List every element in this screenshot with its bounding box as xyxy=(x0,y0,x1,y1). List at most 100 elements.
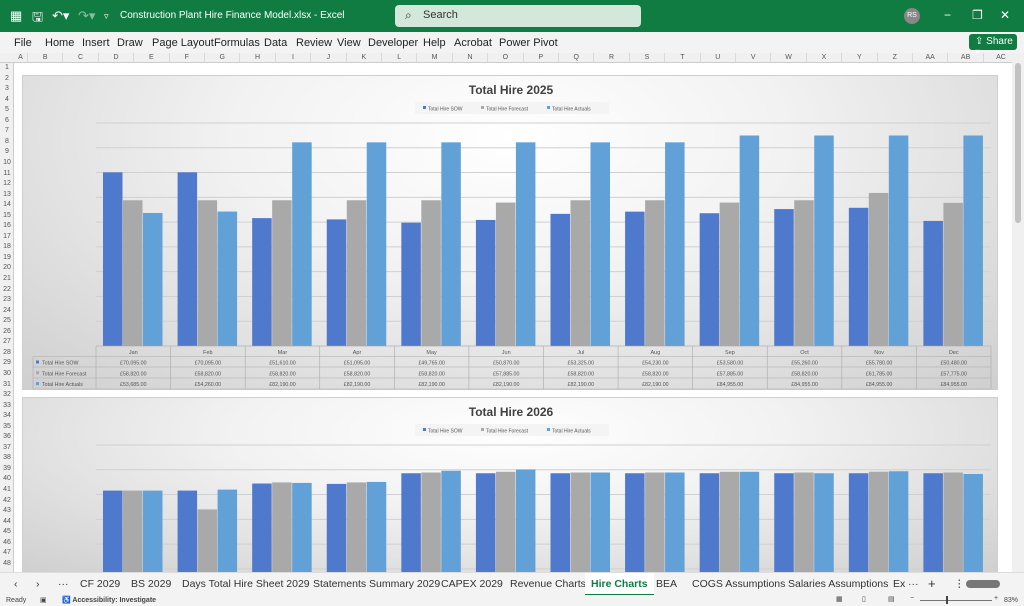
chart-total-hire-2026[interactable]: Total Hire 2026 Total Hire SOW Total Hire … xyxy=(22,397,998,572)
tab-capex-2029[interactable]: CAPEX 2029 xyxy=(441,578,503,590)
column-header[interactable]: C xyxy=(63,53,99,63)
bar-total-hire-sow-mar[interactable] xyxy=(252,218,272,346)
bar-total-hire-actuals-dec[interactable] xyxy=(963,473,983,572)
bar-total-hire-forecast-jan[interactable] xyxy=(123,200,143,346)
column-header[interactable]: Y xyxy=(842,53,878,63)
bar-total-hire-actuals-feb[interactable] xyxy=(217,211,238,346)
tab-bs-2029[interactable]: BS 2029 xyxy=(131,578,172,590)
bar-total-hire-actuals-apr[interactable] xyxy=(366,142,387,346)
bar-total-hire-sow-may[interactable] xyxy=(401,473,421,572)
column-header[interactable]: K xyxy=(347,53,382,63)
menu-acrobat[interactable]: Acrobat xyxy=(454,37,492,49)
bar-total-hire-sow-jul[interactable] xyxy=(550,213,571,346)
menu-insert[interactable]: Insert xyxy=(82,37,110,49)
legend-entry[interactable]: Total Hire SOW xyxy=(428,107,463,113)
row-header[interactable]: 27 xyxy=(3,338,11,346)
close-button[interactable]: ✕ xyxy=(1000,8,1011,22)
row-header[interactable]: 8 xyxy=(5,137,9,145)
bar-total-hire-sow-jul[interactable] xyxy=(550,473,571,572)
column-header[interactable]: H xyxy=(240,53,276,63)
menu-view[interactable]: View xyxy=(337,37,361,49)
scrollbar-thumb[interactable] xyxy=(1015,63,1021,223)
row-header[interactable]: 40 xyxy=(3,475,11,483)
bar-total-hire-forecast-apr[interactable] xyxy=(346,482,367,572)
legend-entry[interactable]: Total Hire Actuals xyxy=(552,107,591,113)
normal-view-icon[interactable]: ▦ xyxy=(836,596,843,603)
row-header[interactable]: 44 xyxy=(3,517,11,525)
minimize-button[interactable]: − xyxy=(944,8,952,22)
column-header[interactable]: O xyxy=(488,53,524,63)
column-header[interactable]: D xyxy=(99,53,135,63)
row-header[interactable]: 20 xyxy=(3,264,11,272)
row-header[interactable]: 9 xyxy=(5,148,9,156)
row-header[interactable]: 6 xyxy=(5,116,9,124)
bar-total-hire-sow-dec[interactable] xyxy=(923,473,943,572)
row-header[interactable]: 48 xyxy=(3,559,11,567)
row-header[interactable]: 42 xyxy=(3,496,11,504)
bar-total-hire-actuals-jan[interactable] xyxy=(143,212,163,346)
row-header[interactable]: 2 xyxy=(5,74,9,82)
bar-total-hire-forecast-jun[interactable] xyxy=(495,471,516,572)
row-header[interactable]: 14 xyxy=(3,201,11,209)
bar-total-hire-sow-feb[interactable] xyxy=(177,490,198,572)
bar-total-hire-forecast-oct[interactable] xyxy=(794,200,814,346)
row-header[interactable]: 22 xyxy=(3,285,11,293)
bar-total-hire-forecast-dec[interactable] xyxy=(943,202,963,346)
bar-total-hire-sow-oct[interactable] xyxy=(774,209,794,346)
bar-total-hire-forecast-nov[interactable] xyxy=(868,192,889,346)
bar-total-hire-sow-dec[interactable] xyxy=(923,220,943,346)
row-header[interactable]: 36 xyxy=(3,433,11,441)
legend-entry[interactable]: Total Hire Forecast xyxy=(486,429,529,435)
bar-total-hire-actuals-jun[interactable] xyxy=(515,469,536,572)
vertical-scrollbar[interactable] xyxy=(1012,53,1024,572)
bar-total-hire-sow-jan[interactable] xyxy=(103,490,123,572)
bar-total-hire-actuals-may[interactable] xyxy=(441,142,461,346)
bar-total-hire-forecast-jul[interactable] xyxy=(570,200,591,346)
menu-home[interactable]: Home xyxy=(45,37,75,49)
column-header[interactable]: F xyxy=(170,53,205,63)
column-header[interactable]: M xyxy=(417,53,453,63)
column-header[interactable]: G xyxy=(205,53,241,63)
bar-total-hire-forecast-jan[interactable] xyxy=(123,490,143,572)
page-break-icon[interactable]: ▤ xyxy=(888,596,895,603)
bar-total-hire-sow-may[interactable] xyxy=(401,222,421,346)
share-button[interactable]: ⇪ Share ▾ xyxy=(969,34,1017,58)
row-header[interactable]: 3 xyxy=(5,85,9,93)
column-header[interactable]: N xyxy=(453,53,489,63)
column-header[interactable]: T xyxy=(665,53,701,63)
bar-total-hire-actuals-oct[interactable] xyxy=(814,473,834,572)
row-header[interactable]: 10 xyxy=(3,158,11,166)
row-header[interactable]: 12 xyxy=(3,180,11,188)
menu-draw[interactable]: Draw xyxy=(117,37,143,49)
column-header[interactable]: U xyxy=(701,53,736,63)
bar-total-hire-actuals-sep[interactable] xyxy=(739,471,760,572)
bar-total-hire-forecast-feb[interactable] xyxy=(197,200,218,346)
row-header[interactable]: 18 xyxy=(3,243,11,251)
column-header[interactable]: W xyxy=(771,53,807,63)
row-header[interactable]: 17 xyxy=(3,232,11,240)
row-header[interactable]: 31 xyxy=(3,380,11,388)
tab-hire-charts[interactable]: Hire Charts xyxy=(585,573,654,596)
column-header[interactable]: Q xyxy=(559,53,595,63)
bar-total-hire-actuals-jul[interactable] xyxy=(590,472,611,572)
bar-total-hire-actuals-jan[interactable] xyxy=(143,490,163,572)
bar-total-hire-forecast-oct[interactable] xyxy=(794,472,814,572)
bar-total-hire-sow-nov[interactable] xyxy=(848,207,869,346)
restore-button[interactable]: ❐ xyxy=(972,8,983,22)
bar-total-hire-sow-apr[interactable] xyxy=(326,219,347,346)
menu-developer[interactable]: Developer xyxy=(368,37,419,49)
row-header[interactable]: 37 xyxy=(3,443,11,451)
row-header[interactable]: 15 xyxy=(3,211,11,219)
bar-total-hire-forecast-feb[interactable] xyxy=(197,509,218,572)
bar-total-hire-actuals-aug[interactable] xyxy=(665,142,685,346)
tab-salaries-assumptions[interactable]: Salaries Assumptions xyxy=(788,578,889,590)
menu-review[interactable]: Review xyxy=(296,37,333,49)
bar-total-hire-forecast-nov[interactable] xyxy=(868,471,889,572)
column-header[interactable]: E xyxy=(134,53,170,63)
row-header[interactable]: 34 xyxy=(3,412,11,420)
tab-scroll-left[interactable]: ‹ xyxy=(14,578,18,590)
row-header[interactable]: 46 xyxy=(3,538,11,546)
column-header[interactable]: I xyxy=(276,53,312,63)
bar-total-hire-forecast-apr[interactable] xyxy=(346,200,367,346)
bar-total-hire-actuals-dec[interactable] xyxy=(963,135,983,346)
